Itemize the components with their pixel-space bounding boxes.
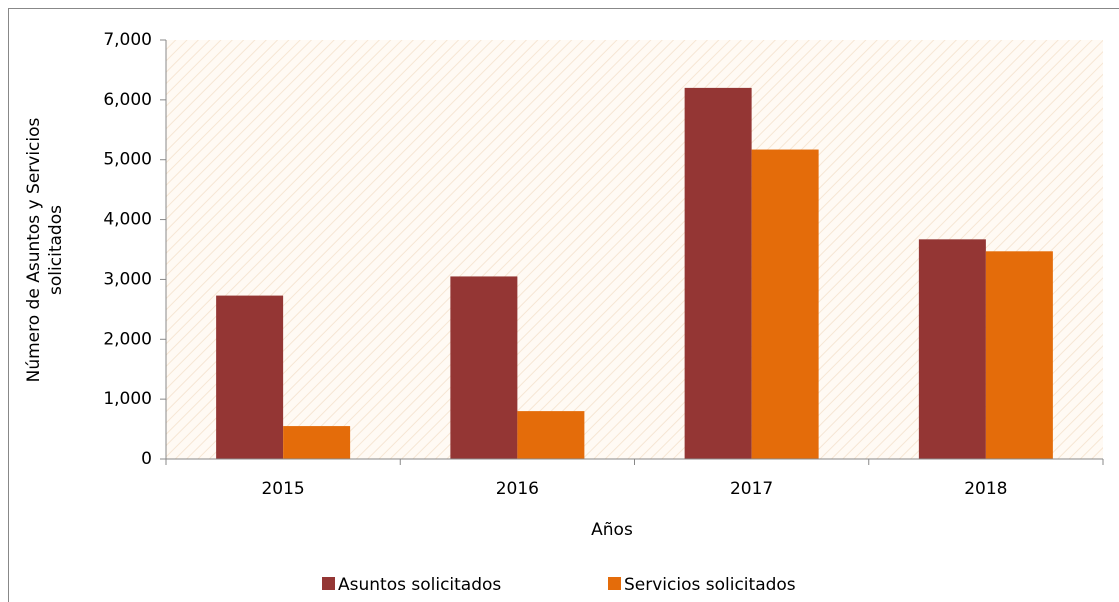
y-tick-label: 7,000 — [103, 30, 152, 50]
y-tick-label: 2,000 — [103, 329, 152, 349]
y-axis-label: Número de Asuntos y Servicios — [24, 117, 44, 382]
bar — [684, 87, 752, 459]
bar — [985, 251, 1053, 459]
x-tick-label: 2017 — [730, 479, 773, 499]
y-tick-label: 3,000 — [103, 269, 152, 289]
bar — [283, 426, 351, 459]
x-axis-label: Años — [591, 520, 633, 540]
bar — [751, 149, 819, 459]
bar — [450, 276, 518, 459]
bar — [517, 411, 585, 459]
y-tick-label: 5,000 — [103, 150, 152, 170]
legend-swatch — [608, 577, 621, 590]
y-tick-label: 6,000 — [103, 90, 152, 110]
legend-label: Asuntos solicitados — [338, 575, 501, 595]
x-tick-label: 2018 — [964, 479, 1007, 499]
y-axis-label: solicitados — [46, 205, 66, 295]
legend-label: Servicios solicitados — [624, 575, 796, 595]
bar — [918, 239, 986, 459]
x-tick-label: 2016 — [496, 479, 539, 499]
y-tick-label: 1,000 — [103, 389, 152, 409]
bar — [216, 295, 284, 459]
y-tick-label: 4,000 — [103, 210, 152, 230]
y-tick-label: 0 — [141, 449, 152, 469]
x-tick-label: 2015 — [261, 479, 304, 499]
legend-swatch — [322, 577, 335, 590]
